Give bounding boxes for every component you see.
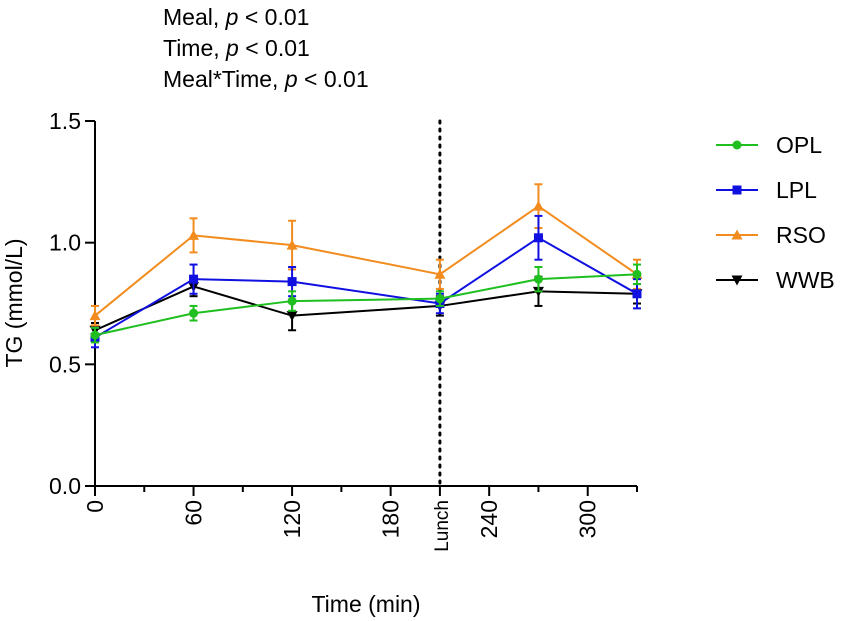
annotation-time: Time, p < 0.01 <box>163 35 310 61</box>
data-point <box>434 268 446 279</box>
y-tick-label: 0.0 <box>49 473 81 499</box>
legend-marker <box>732 185 742 195</box>
x-tick-label: 240 <box>476 500 502 538</box>
legend-label: WWB <box>776 267 835 293</box>
x-tick-label: 120 <box>279 500 305 538</box>
x-tick-label: 0 <box>82 500 108 513</box>
legend-label: LPL <box>776 177 817 203</box>
data-point <box>532 200 544 211</box>
data-point <box>632 269 642 279</box>
series-rso <box>89 183 643 327</box>
x-axis-label: Time (min) <box>311 591 420 617</box>
data-point <box>90 330 100 340</box>
legend-item-lpl: LPL <box>716 177 817 203</box>
legend-item-opl: OPL <box>716 132 822 158</box>
data-point <box>287 296 297 306</box>
data-point <box>435 294 445 304</box>
legend-item-wwb: WWB <box>716 267 835 293</box>
data-point <box>287 277 297 287</box>
series-opl <box>90 263 642 344</box>
y-tick-label: 1.5 <box>49 108 81 134</box>
data-point <box>189 274 199 284</box>
data-point <box>533 274 543 284</box>
series-wwb <box>89 275 643 339</box>
y-axis-label: TG (mmol/L) <box>1 238 27 367</box>
series-lpl <box>90 214 642 349</box>
x-tick-label: 180 <box>378 500 404 538</box>
series-line <box>94 285 638 332</box>
y-tick-label: 1.0 <box>49 230 81 256</box>
legend-marker <box>731 229 743 240</box>
x-tick-label: 60 <box>181 500 207 526</box>
data-point <box>533 233 543 243</box>
series-line <box>94 204 638 317</box>
annotation-meal-time: Meal*Time, p < 0.01 <box>163 66 369 92</box>
data-point <box>286 311 298 322</box>
data-point <box>286 239 298 250</box>
legend-label: RSO <box>776 222 826 248</box>
data-point <box>632 289 642 299</box>
x-tick-label: Lunch <box>432 500 453 552</box>
y-tick-label: 0.5 <box>49 351 81 377</box>
legend-item-rso: RSO <box>716 222 826 248</box>
x-tick-label: 300 <box>575 500 601 538</box>
legend-marker <box>731 275 743 286</box>
legend-marker <box>732 140 742 150</box>
series-line <box>94 236 638 339</box>
series-line <box>94 273 638 337</box>
annotation-meal: Meal, p < 0.01 <box>163 4 310 30</box>
data-point <box>188 229 200 240</box>
data-point <box>89 310 101 321</box>
data-point <box>189 308 199 318</box>
legend-label: OPL <box>776 132 822 158</box>
